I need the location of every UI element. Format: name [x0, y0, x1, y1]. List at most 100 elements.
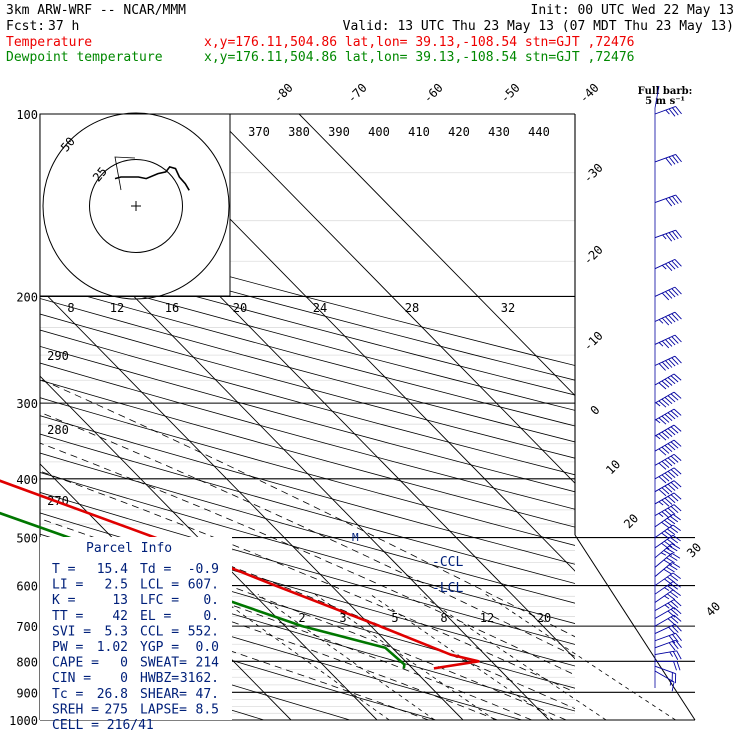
- dry-adiabat-line: [40, 433, 575, 584]
- wind-barb-flag: [658, 489, 667, 497]
- wind-barb-flag: [661, 487, 670, 495]
- wind-barb-flag: [675, 154, 682, 163]
- wind-barb-flag: [673, 492, 682, 500]
- wind-barb: [654, 524, 674, 538]
- isotherm-label: 40: [703, 599, 723, 619]
- wind-barb-flag: [673, 661, 677, 671]
- wind-barb-flag: [673, 504, 682, 512]
- isotherm-label: -20: [581, 243, 606, 268]
- mixing-ratio-line: [485, 593, 676, 720]
- wind-barb-flag: [658, 448, 667, 456]
- parcel-row-label: PW =: [52, 640, 83, 655]
- parcel-row-value: -0.9: [188, 562, 219, 577]
- moist-adiabat-line: [40, 587, 429, 720]
- parcel-row-value: 26.8: [97, 687, 128, 702]
- wind-barb-flag: [671, 552, 681, 559]
- wind-barb: [654, 286, 676, 297]
- full-barb-label: Full barb:: [638, 86, 693, 97]
- parcel-row-label: CELL = 216/41: [52, 718, 154, 733]
- wind-barb-flag: [664, 587, 670, 591]
- m-marker: M: [352, 531, 359, 544]
- wind-barb-flag: [669, 651, 673, 657]
- wind-barb-flag: [658, 501, 664, 506]
- dewpoint-profile: [0, 511, 406, 669]
- temperature-profile: [0, 479, 480, 670]
- wind-barb-flag: [667, 496, 676, 504]
- theta-w-side-label: 280: [47, 423, 69, 437]
- wind-barb-flag: [664, 472, 673, 480]
- isotherm-label: -30: [581, 161, 606, 186]
- wind-barb-flag: [669, 574, 679, 581]
- isotherm-label: 30: [684, 540, 704, 560]
- mixing-ratio-line: [369, 593, 554, 720]
- isotherm-line: [298, 114, 575, 397]
- isotherm-label: -10: [581, 329, 606, 354]
- wind-barb-flag: [667, 576, 676, 583]
- wind-barb-flag: [658, 476, 667, 484]
- wind-barb-flag: [672, 572, 681, 579]
- pressure-labels: 100 200 300 400 500 600 700 800 900 1000: [9, 108, 38, 728]
- pressure-label: 800: [16, 655, 38, 669]
- wind-barb-flag: [676, 650, 682, 660]
- parcel-row-value: 8.5: [196, 702, 219, 717]
- wind-barb-flag: [658, 513, 664, 518]
- wind-barb-flag: [671, 336, 679, 344]
- wind-barb-flag: [673, 480, 682, 488]
- dry-adiabat-line: [40, 345, 575, 493]
- parcel-row-label: LFC =: [140, 593, 179, 608]
- wind-barb-flag: [667, 377, 676, 385]
- forecast-label: Fcst:: [6, 19, 45, 34]
- wind-barb-flag: [671, 313, 679, 321]
- theta-w-label: 16: [165, 301, 179, 315]
- pressure-label: 500: [16, 532, 38, 546]
- wind-barb: [654, 632, 676, 642]
- wind-barb: [654, 492, 675, 505]
- ccl-marker: -CCL: [432, 555, 463, 570]
- parcel-row-value: 2.5: [105, 578, 128, 593]
- wind-barb-flag: [661, 398, 670, 406]
- wind-barb: [654, 480, 675, 493]
- wind-barb: [654, 589, 674, 603]
- isotherm-label: -80: [271, 81, 296, 106]
- wind-barb-flag: [664, 429, 673, 437]
- wind-barb-flag: [674, 355, 682, 364]
- theta-w-label: 24: [313, 301, 327, 315]
- wind-barb-flag: [665, 339, 673, 347]
- wind-barb-flag: [664, 445, 673, 453]
- wind-barb-flag: [670, 410, 679, 418]
- isotherm-label: 20: [621, 511, 641, 531]
- wind-barb: [654, 623, 676, 634]
- dry-adiabat-line: [40, 415, 575, 565]
- wind-barb-flag: [666, 557, 675, 564]
- parcel-row-value: 607.: [188, 578, 219, 593]
- wind-barb-flag: [665, 263, 673, 272]
- wind-barb: [654, 513, 674, 528]
- wind-barb-flag: [668, 564, 678, 571]
- theta-w-label: 28: [405, 301, 419, 315]
- wind-barb-flag: [673, 454, 682, 461]
- wind-barb: [654, 334, 676, 345]
- wind-barb-flag: [664, 519, 673, 527]
- full-barb-units: 5 m s⁻¹: [645, 96, 685, 107]
- frame-lower-diagonal: [574, 534, 696, 721]
- wind-barb-flag: [661, 499, 670, 507]
- theta-label: 380: [288, 125, 310, 139]
- wind-barb-flag: [658, 363, 666, 371]
- wind-barb-flag: [670, 393, 679, 401]
- wind-barb-flag: [673, 614, 682, 622]
- parcel-row-label: LI =: [52, 578, 83, 593]
- wind-barb-flag: [667, 428, 676, 436]
- valid-time: Valid: 13 UTC Thu 23 May 13 (07 MDT Thu …: [343, 19, 734, 34]
- parcel-row-value: 0.0: [196, 640, 219, 655]
- wind-barb-flag: [661, 317, 670, 326]
- wind-barb-flag: [674, 623, 682, 632]
- wind-barb-flag: [668, 232, 676, 241]
- wind-barb: [654, 229, 676, 239]
- dry-adiabat-line: [40, 238, 575, 381]
- parcel-row-value: 15.4: [97, 562, 128, 577]
- wind-barb-flag: [667, 602, 676, 610]
- wind-barb-flag: [672, 195, 679, 204]
- dry-adiabat-line: [40, 224, 575, 366]
- wind-barb-flag: [670, 608, 679, 616]
- parcel-info-title: Parcel Info: [86, 541, 172, 556]
